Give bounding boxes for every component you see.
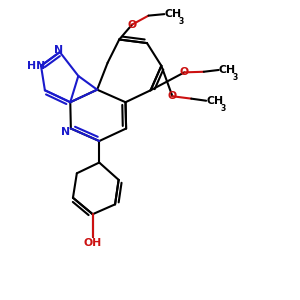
Text: CH: CH	[206, 96, 223, 106]
Text: O: O	[168, 91, 177, 101]
Text: 3: 3	[179, 17, 184, 26]
Text: 3: 3	[233, 73, 238, 82]
Text: 3: 3	[220, 104, 226, 113]
Text: N: N	[54, 45, 63, 55]
Text: CH: CH	[219, 65, 236, 75]
Text: O: O	[128, 20, 136, 30]
Text: O: O	[180, 68, 189, 77]
Text: OH: OH	[83, 238, 102, 248]
Text: N: N	[61, 127, 70, 137]
Text: CH: CH	[164, 9, 182, 19]
Text: HN: HN	[27, 61, 45, 71]
